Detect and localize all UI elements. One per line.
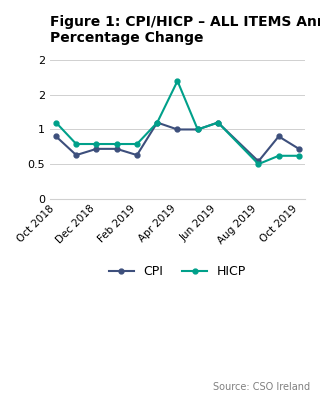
- HICP: [297, 153, 301, 158]
- HICP: [196, 127, 200, 132]
- CPI: [95, 146, 99, 151]
- CPI: [115, 146, 119, 151]
- HICP: [277, 153, 281, 158]
- Text: Figure 1: CPI/HICP – ALL ITEMS Annual
Percentage Change: Figure 1: CPI/HICP – ALL ITEMS Annual Pe…: [50, 15, 320, 45]
- Line: HICP: HICP: [53, 78, 301, 166]
- HICP: [95, 142, 99, 146]
- CPI: [176, 127, 180, 132]
- CPI: [135, 153, 139, 158]
- HICP: [176, 79, 180, 84]
- Line: CPI: CPI: [53, 120, 301, 164]
- HICP: [257, 162, 260, 166]
- HICP: [54, 120, 58, 125]
- CPI: [196, 127, 200, 132]
- CPI: [74, 153, 78, 158]
- Text: Source: CSO Ireland: Source: CSO Ireland: [213, 382, 310, 392]
- CPI: [155, 120, 159, 125]
- CPI: [216, 120, 220, 125]
- HICP: [155, 120, 159, 125]
- HICP: [115, 142, 119, 146]
- Legend: CPI, HICP: CPI, HICP: [104, 260, 252, 283]
- HICP: [216, 120, 220, 125]
- CPI: [257, 159, 260, 164]
- HICP: [74, 142, 78, 146]
- CPI: [54, 134, 58, 139]
- CPI: [297, 146, 301, 151]
- CPI: [277, 134, 281, 139]
- HICP: [135, 142, 139, 146]
